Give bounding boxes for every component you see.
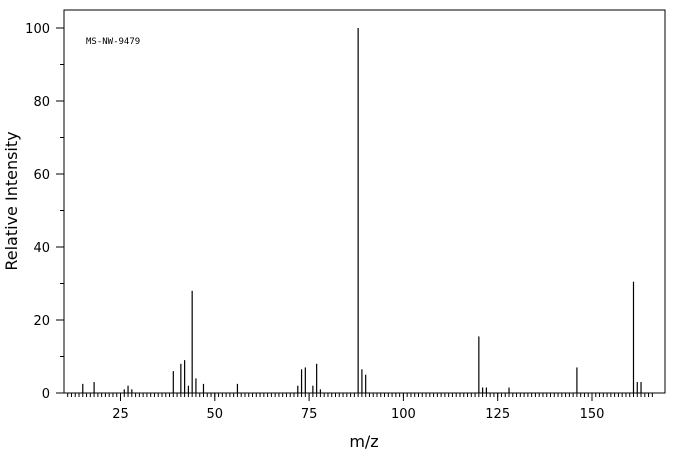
x-tick-label: 100 xyxy=(391,407,416,422)
x-tick-label: 50 xyxy=(207,407,224,422)
spectrum-bars xyxy=(82,28,642,393)
x-tick-label: 150 xyxy=(580,407,605,422)
x-tick-label: 125 xyxy=(485,407,510,422)
plot-frame xyxy=(63,9,666,394)
y-tick-label: 0 xyxy=(42,387,50,402)
y-tick-label: 20 xyxy=(33,314,50,329)
minor-ticks xyxy=(67,393,653,397)
x-tick-label: 75 xyxy=(301,407,318,422)
x-axis-title: m/z xyxy=(349,432,378,451)
x-tick-label: 25 xyxy=(112,407,129,422)
chart-annotation: MS-NW-9479 xyxy=(86,37,140,47)
y-axis-title: Relative Intensity xyxy=(2,131,21,270)
y-tick-label: 60 xyxy=(33,168,50,183)
y-tick-label: 100 xyxy=(25,22,50,37)
x-axis-ticks: 25 50 75 100 125 150 xyxy=(112,393,604,422)
y-axis-ticks: 0 20 40 60 80 100 xyxy=(25,22,64,402)
y-tick-label: 80 xyxy=(33,95,50,110)
y-tick-label: 40 xyxy=(33,241,50,256)
